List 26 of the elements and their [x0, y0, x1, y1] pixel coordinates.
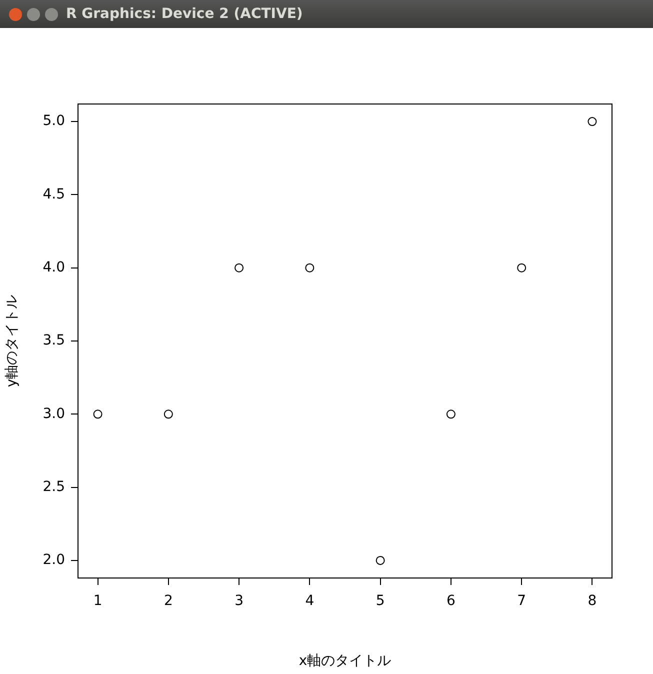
x-tick-label: 4: [305, 593, 314, 610]
y-tick-label: 2.0: [42, 552, 65, 568]
x-tick-label: 6: [446, 593, 456, 610]
point: [376, 556, 385, 565]
point: [164, 410, 173, 419]
point: [588, 117, 597, 126]
x-tick-label: 5: [376, 593, 385, 610]
text: R Graphics: Device 2 (ACTIVE): [66, 6, 303, 22]
y-tick-label: 4.0: [42, 259, 65, 276]
y-tick-label: 3.0: [42, 406, 65, 422]
x-tick-label: 3: [234, 593, 244, 610]
y-axis-title: y軸のタイトル: [4, 294, 20, 388]
y-tick-label: 4.5: [42, 186, 65, 202]
y-tick-label: 5.0: [42, 113, 65, 130]
x-tick-label: 7: [517, 593, 526, 610]
x-tick-label: 2: [164, 593, 173, 610]
x-axis-title: x軸のタイトル: [298, 653, 392, 670]
point: [446, 410, 456, 419]
y-tick-label: 3.5: [42, 332, 65, 349]
point: [234, 263, 244, 272]
point: [517, 263, 526, 272]
point: [93, 410, 102, 419]
x-tick-label: 1: [93, 593, 102, 610]
x-tick-label: 8: [588, 593, 597, 610]
y-tick-label: 2.5: [42, 478, 65, 495]
point: [305, 263, 314, 272]
